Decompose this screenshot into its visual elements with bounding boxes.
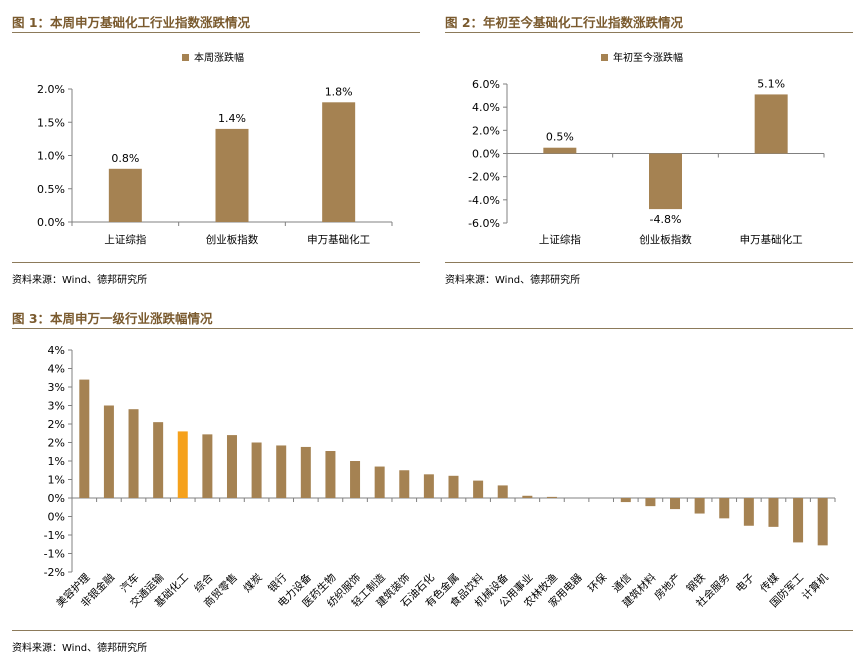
chart3-bar xyxy=(276,445,287,498)
fig1-source-rule xyxy=(12,262,420,263)
chart3-y-tick-label: 2% xyxy=(48,418,65,431)
chart3-bar xyxy=(497,485,508,498)
chart2-data-label: -4.8% xyxy=(650,213,682,226)
chart1-x-tick-label: 上证综指 xyxy=(104,233,146,246)
chart3-bar xyxy=(300,446,311,498)
chart2-x-tick-label: 创业板指数 xyxy=(639,233,692,246)
chart3-bar xyxy=(128,409,139,498)
chart3-bar xyxy=(694,498,705,514)
chart3-bar xyxy=(226,435,237,498)
chart2-y-tick-label: 2.0% xyxy=(472,124,500,137)
chart3-bar xyxy=(423,474,434,498)
chart2-bar xyxy=(543,147,577,154)
chart2-bar xyxy=(649,153,682,210)
chart2-x-tick-label: 上证综指 xyxy=(539,233,581,246)
chart3-y-tick-label: -1% xyxy=(44,548,65,561)
chart1-x-tick-label: 创业板指数 xyxy=(206,233,259,246)
chart2-y-tick-label: 6.0% xyxy=(472,78,500,91)
fig2-title-rule xyxy=(445,32,853,33)
chart1-data-label: 1.8% xyxy=(325,85,353,98)
chart3-x-tick-label: 房地产 xyxy=(652,571,683,602)
chart3-bar xyxy=(448,475,459,498)
chart3-bar xyxy=(645,498,656,507)
chart3-x-tick-label: 煤炭 xyxy=(241,571,265,595)
chart1-legend-swatch xyxy=(182,54,189,61)
chart3-bar xyxy=(350,461,361,498)
chart3-bar xyxy=(817,498,828,546)
fig2-source-rule xyxy=(445,262,853,263)
chart3-bar xyxy=(202,434,213,498)
chart2-bar xyxy=(754,94,788,154)
chart3-y-tick-label: 4% xyxy=(48,344,65,357)
chart3-bar xyxy=(793,498,804,543)
chart3-y-tick-label: 0% xyxy=(48,511,65,524)
chart3-bar xyxy=(251,442,262,498)
chart1-x-tick-label: 申万基础化工 xyxy=(307,233,370,246)
fig2-title: 图 2：年初至今基础化工行业指数涨跌情况 xyxy=(445,15,684,30)
chart1-y-tick-label: 1.5% xyxy=(37,116,65,129)
chart3-y-tick-label: 3% xyxy=(48,400,65,413)
chart1-bar xyxy=(108,168,142,222)
chart3-y-tick-label: -1% xyxy=(44,529,65,542)
chart3-bar xyxy=(546,496,557,498)
chart2-y-tick-label: -2.0% xyxy=(468,171,500,184)
chart3-bar xyxy=(522,495,533,498)
chart3-bar xyxy=(374,466,385,498)
fig1-source: 资料来源：Wind、德邦研究所 xyxy=(12,275,148,286)
fig3-title-rule xyxy=(12,328,853,329)
chart2-legend-swatch xyxy=(601,54,608,61)
chart3-y-tick-label: -2% xyxy=(44,566,65,579)
chart1-data-label: 0.8% xyxy=(111,152,139,165)
chart2-y-tick-label: -6.0% xyxy=(468,217,500,230)
chart3-x-tick-label: 计算机 xyxy=(799,571,831,603)
chart3-bar xyxy=(719,498,730,519)
chart1-y-tick-label: 2.0% xyxy=(37,83,65,96)
chart1-y-tick-label: 0.0% xyxy=(37,216,65,229)
chart3-bar xyxy=(670,498,681,510)
chart3-y-tick-label: 4% xyxy=(48,363,65,376)
fig3-source: 资料来源：Wind、德邦研究所 xyxy=(12,643,148,654)
fig1-title-rule xyxy=(12,32,420,33)
chart3-bar xyxy=(768,498,779,527)
chart3-bar xyxy=(473,480,484,498)
chart3-x-tick-label: 电子 xyxy=(733,571,757,595)
chart1-legend-label: 本周涨跌幅 xyxy=(194,51,244,64)
chart3-bar-highlight xyxy=(177,431,188,498)
chart1-data-label: 1.4% xyxy=(218,112,246,125)
chart3-bar xyxy=(103,405,114,498)
chart3-bar xyxy=(325,451,336,498)
fig2-source: 资料来源：Wind、德邦研究所 xyxy=(445,275,581,286)
chart3-y-tick-label: 1% xyxy=(48,455,65,468)
fig1-title: 图 1：本周申万基础化工行业指数涨跌情况 xyxy=(12,15,251,30)
fig3-source-rule xyxy=(12,630,853,631)
chart2-legend-label: 年初至今涨跌幅 xyxy=(613,51,683,64)
chart3-y-tick-label: 3% xyxy=(48,381,65,394)
chart2-x-tick-label: 申万基础化工 xyxy=(740,233,803,246)
chart1-y-tick-label: 0.5% xyxy=(37,183,65,196)
chart2-data-label: 0.5% xyxy=(546,131,574,144)
chart3-bar xyxy=(79,379,90,498)
chart1-y-tick-label: 1.0% xyxy=(37,150,65,163)
chart2-y-tick-label: 4.0% xyxy=(472,101,500,114)
chart1-bar xyxy=(215,128,249,222)
chart3-bar xyxy=(399,470,410,498)
chart3-y-tick-label: 1% xyxy=(48,474,65,487)
chart2-data-label: 5.1% xyxy=(757,77,785,90)
chart3-x-tick-label: 环保 xyxy=(585,571,609,595)
chart2-y-tick-label: 0.0% xyxy=(472,148,500,161)
chart2-y-tick-label: -4.0% xyxy=(468,194,500,207)
chart3-y-tick-label: 2% xyxy=(48,437,65,450)
chart3-y-tick-label: 0% xyxy=(48,492,65,505)
chart3-bar xyxy=(743,498,754,526)
chart1-bar xyxy=(322,102,356,222)
chart3-bar xyxy=(620,498,631,503)
chart3-bar xyxy=(153,422,164,498)
fig3-title: 图 3：本周申万一级行业涨跌幅情况 xyxy=(12,311,213,326)
